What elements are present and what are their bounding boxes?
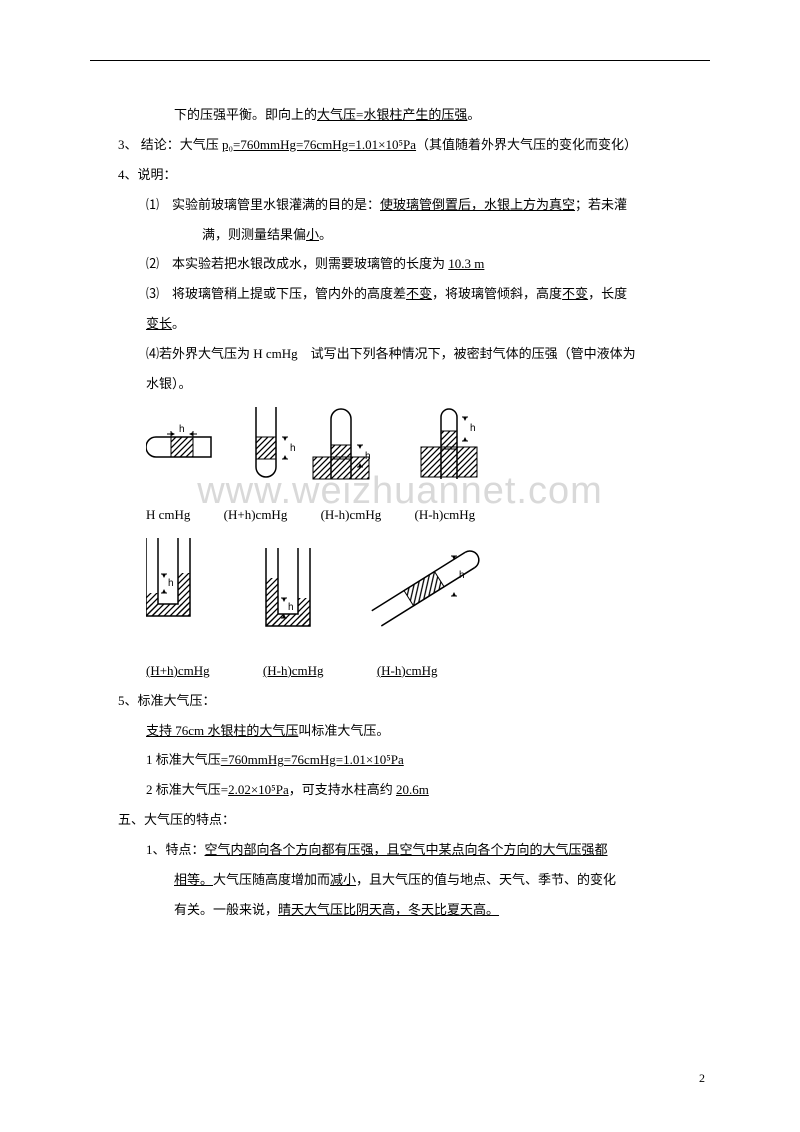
svg-text:h: h bbox=[168, 578, 174, 589]
p4-4b: 水银）。 bbox=[118, 369, 713, 399]
svg-text:h: h bbox=[290, 443, 296, 454]
p4: 4、说明： bbox=[118, 160, 713, 190]
p4-2: ⑵ 本实验若把水银改成水，则需要玻璃管的长度为 10.3 m bbox=[118, 249, 713, 279]
svg-text:h: h bbox=[470, 423, 476, 434]
p1: 下的压强平衡。即向上的大气压=水银柱产生的压强。 bbox=[118, 100, 713, 130]
p5-a: 支持 76cm 水银柱的大气压叫标准大气压。 bbox=[118, 716, 713, 746]
page-number: 2 bbox=[699, 1071, 705, 1086]
p5-c: 2 标准大气压=2.02×10⁵Pa，可支持水柱高约 20.6m bbox=[118, 775, 713, 805]
s5-1: 1、特点：空气内部向各个方向都有压强，且空气中某点向各个方向的大气压强都 bbox=[118, 835, 713, 865]
p4-3b: 变长。 bbox=[118, 309, 713, 339]
p4-3: ⑶ 将玻璃管稍上提或下压，管内外的高度差不变，将玻璃管倾斜，高度不变，长度 bbox=[118, 279, 713, 309]
s5-1b: 相等。大气压随高度增加而减小，且大气压的值与地点、天气、季节、的变化 bbox=[118, 865, 713, 895]
sec5: 五、大气压的特点： bbox=[118, 805, 713, 835]
figure-row-1: h h h bbox=[118, 407, 713, 492]
p5-b: 1 标准大气压=760mmHg=76cmHg=1.01×10⁵Pa bbox=[118, 745, 713, 775]
figure-row-2: h Hg h bbox=[118, 538, 713, 648]
svg-text:h: h bbox=[179, 424, 185, 435]
p4-1b: 满，则测量结果偏小。 bbox=[118, 220, 713, 250]
header-rule bbox=[90, 60, 710, 61]
document-body: 下的压强平衡。即向上的大气压=水银柱产生的压强。 3、 结论：大气压 p₀=76… bbox=[118, 100, 713, 925]
p4-4: ⑷若外界大气压为 H cmHg 试写出下列各种情况下，被密封气体的压强（管中液体… bbox=[118, 339, 713, 369]
p5: 5、标准大气压： bbox=[118, 686, 713, 716]
svg-text:h: h bbox=[288, 602, 294, 613]
p3: 3、 结论：大气压 p₀=760mmHg=76cmHg=1.01×10⁵Pa（其… bbox=[118, 130, 713, 160]
svg-text:h: h bbox=[365, 451, 371, 462]
s5-1c: 有关。一般来说，晴天大气压比阴天高，冬天比夏天高。 bbox=[118, 895, 713, 925]
answers-row-1: H cmHg (H+h)cmHg (H-h)cmHg (H-h)cmHg bbox=[118, 500, 713, 530]
svg-text:h: h bbox=[459, 570, 465, 581]
answers-row-2: (H+h)cmHg (H-h)cmHg (H-h)cmHg bbox=[118, 656, 713, 686]
p4-1: ⑴ 实验前玻璃管里水银灌满的目的是：使玻璃管倒置后，水银上方为真空；若未灌 bbox=[118, 190, 713, 220]
